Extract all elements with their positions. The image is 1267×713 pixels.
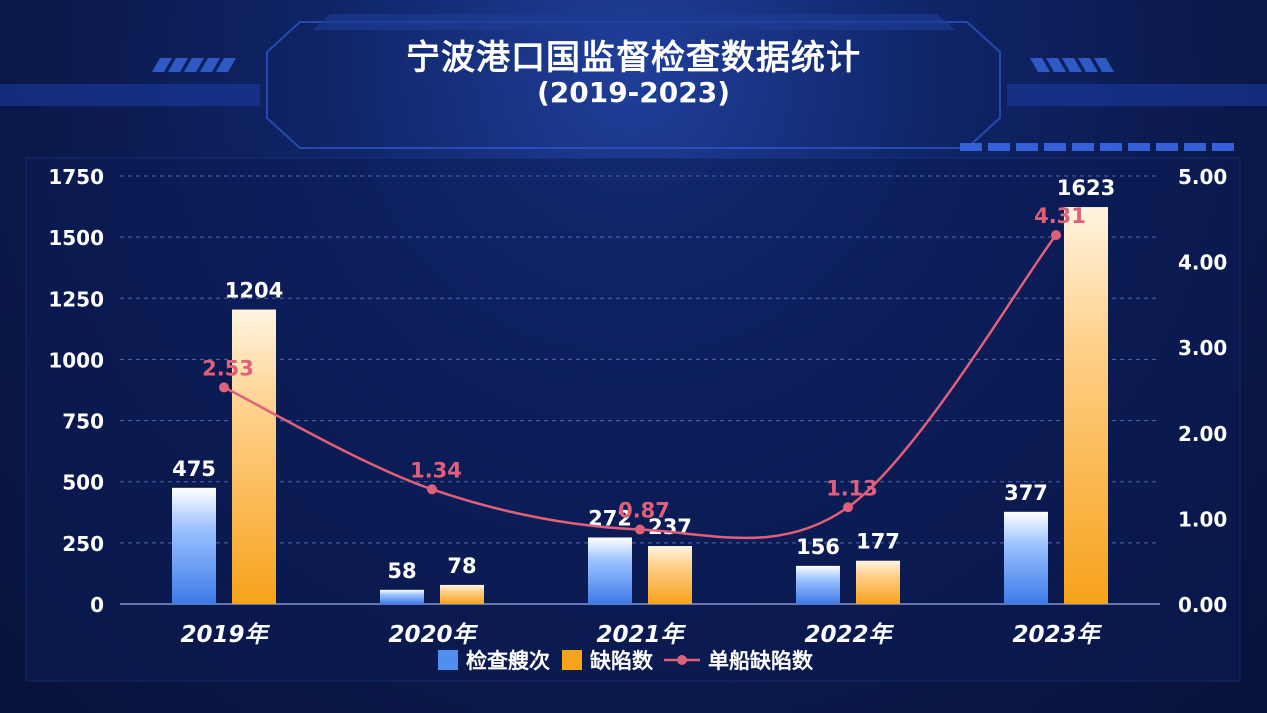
line-value-label: 4.31	[1034, 204, 1086, 228]
legend-swatch	[438, 650, 458, 670]
x-tick-label: 2021年	[596, 622, 686, 648]
right-dash-deco	[960, 143, 1234, 151]
bar-value-label: 237	[648, 515, 692, 539]
chart-title: 宁波港口国监督检查数据统计	[406, 38, 861, 78]
line-value-label: 0.87	[618, 499, 670, 523]
y-right-tick-label: 1.00	[1178, 507, 1227, 531]
x-tick-label: 2019年	[180, 622, 270, 648]
line-point	[427, 484, 437, 495]
bar-inspections	[172, 487, 216, 604]
bar-inspections	[588, 537, 632, 604]
y-right-tick-label: 0.00	[1178, 593, 1227, 617]
bar-defects	[1064, 207, 1108, 604]
bar-defects	[232, 309, 276, 604]
bar-value-label: 1204	[225, 279, 283, 303]
y-left-tick-label: 1000	[48, 348, 104, 372]
right-stripe-deco	[1030, 58, 1114, 72]
bar-inspections	[796, 565, 840, 604]
line-point	[635, 524, 645, 535]
bar-inspections	[1004, 511, 1048, 604]
bar-value-label: 78	[447, 554, 476, 578]
bar-defects	[648, 546, 692, 604]
x-tick-label: 2023年	[1012, 622, 1102, 648]
y-left-tick-label: 1500	[48, 226, 104, 250]
bar-value-label: 156	[796, 535, 840, 559]
right-header-band	[1007, 84, 1267, 106]
line-point	[219, 382, 229, 393]
bar-value-label: 475	[172, 457, 216, 481]
y-left-tick-label: 1750	[48, 165, 104, 189]
y-left-tick-label: 500	[62, 471, 104, 495]
y-left-tick-label: 0	[90, 593, 104, 617]
y-right-tick-label: 4.00	[1178, 251, 1227, 275]
legend-label: 单船缺陷数	[708, 649, 814, 673]
left-stripe-deco	[152, 58, 236, 72]
y-left-tick-label: 1250	[48, 287, 104, 311]
bar-defects	[440, 584, 484, 604]
line-value-label: 1.13	[826, 476, 878, 500]
x-tick-label: 2020年	[388, 622, 478, 648]
left-header-band	[0, 84, 260, 106]
plot-panel	[25, 157, 1241, 682]
chart-subtitle: (2019-2023)	[536, 76, 731, 109]
bar-value-label: 1623	[1057, 176, 1115, 200]
legend-swatch	[562, 650, 582, 670]
y-left-tick-label: 750	[62, 410, 104, 434]
y-right-tick-label: 3.00	[1178, 336, 1227, 360]
bar-inspections	[380, 589, 424, 604]
bar-value-label: 58	[387, 559, 416, 583]
legend-label: 缺陷数	[590, 649, 654, 673]
bar-defects	[856, 560, 900, 604]
bar-value-label: 377	[1004, 481, 1048, 505]
y-right-tick-label: 2.00	[1178, 422, 1227, 446]
line-point	[1051, 230, 1061, 241]
y-left-tick-label: 250	[62, 532, 104, 556]
line-defects-per-ship	[223, 234, 1057, 540]
bar-value-label: 177	[856, 530, 900, 554]
legend-line-marker	[677, 655, 687, 665]
header-top-strip	[312, 14, 955, 30]
line-value-label: 2.53	[202, 356, 254, 380]
legend-label: 检查艘次	[466, 649, 550, 673]
x-tick-label: 2022年	[804, 622, 894, 648]
line-value-label: 1.34	[410, 458, 462, 482]
y-right-tick-label: 5.00	[1178, 165, 1227, 189]
line-point	[843, 502, 853, 513]
